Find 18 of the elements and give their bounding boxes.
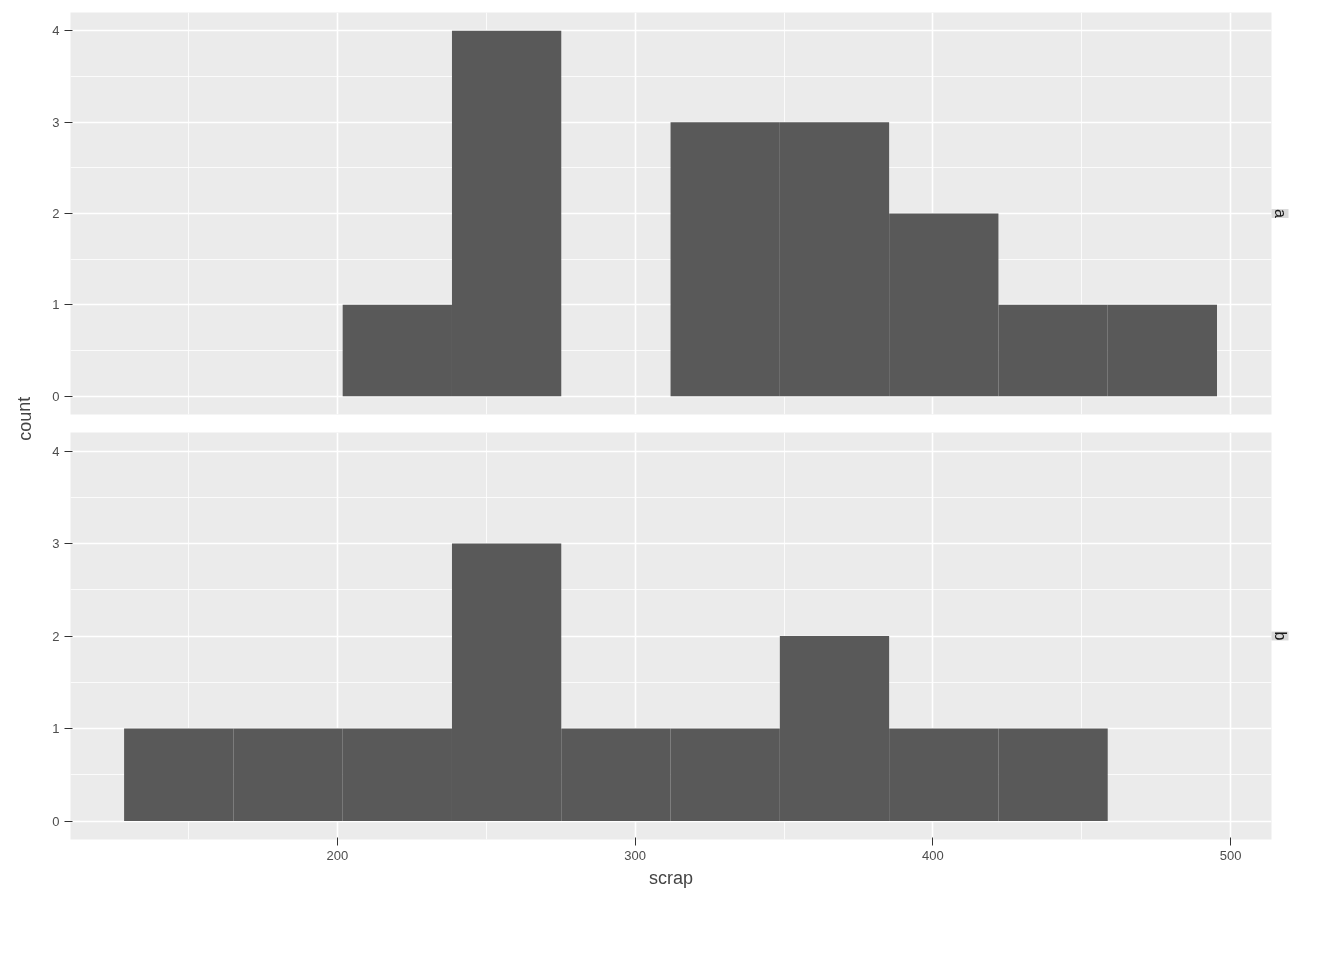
y-tick-label: 0 bbox=[52, 388, 60, 404]
y-tick-label: 3 bbox=[52, 536, 60, 551]
y-tick-label: 4 bbox=[52, 23, 60, 39]
x-tick-label: 500 bbox=[1219, 847, 1242, 863]
x-axis-title: scrap bbox=[648, 867, 694, 888]
y-tick-label: 2 bbox=[52, 206, 60, 221]
x-tick-label: 300 bbox=[624, 847, 646, 863]
y-tick-label: 1 bbox=[52, 721, 60, 736]
text: b bbox=[1271, 631, 1289, 641]
y-tick-label: 1 bbox=[52, 297, 60, 313]
y-axis-title: count bbox=[14, 396, 35, 441]
y-tick-label: 0 bbox=[52, 813, 60, 829]
y-tick-label: 4 bbox=[52, 443, 60, 459]
y-tick-label: 3 bbox=[52, 114, 60, 130]
x-tick-label: 200 bbox=[326, 847, 349, 863]
x-tick-label: 400 bbox=[922, 847, 944, 863]
text: a bbox=[1271, 209, 1289, 219]
y-tick-label: 2 bbox=[52, 628, 60, 644]
